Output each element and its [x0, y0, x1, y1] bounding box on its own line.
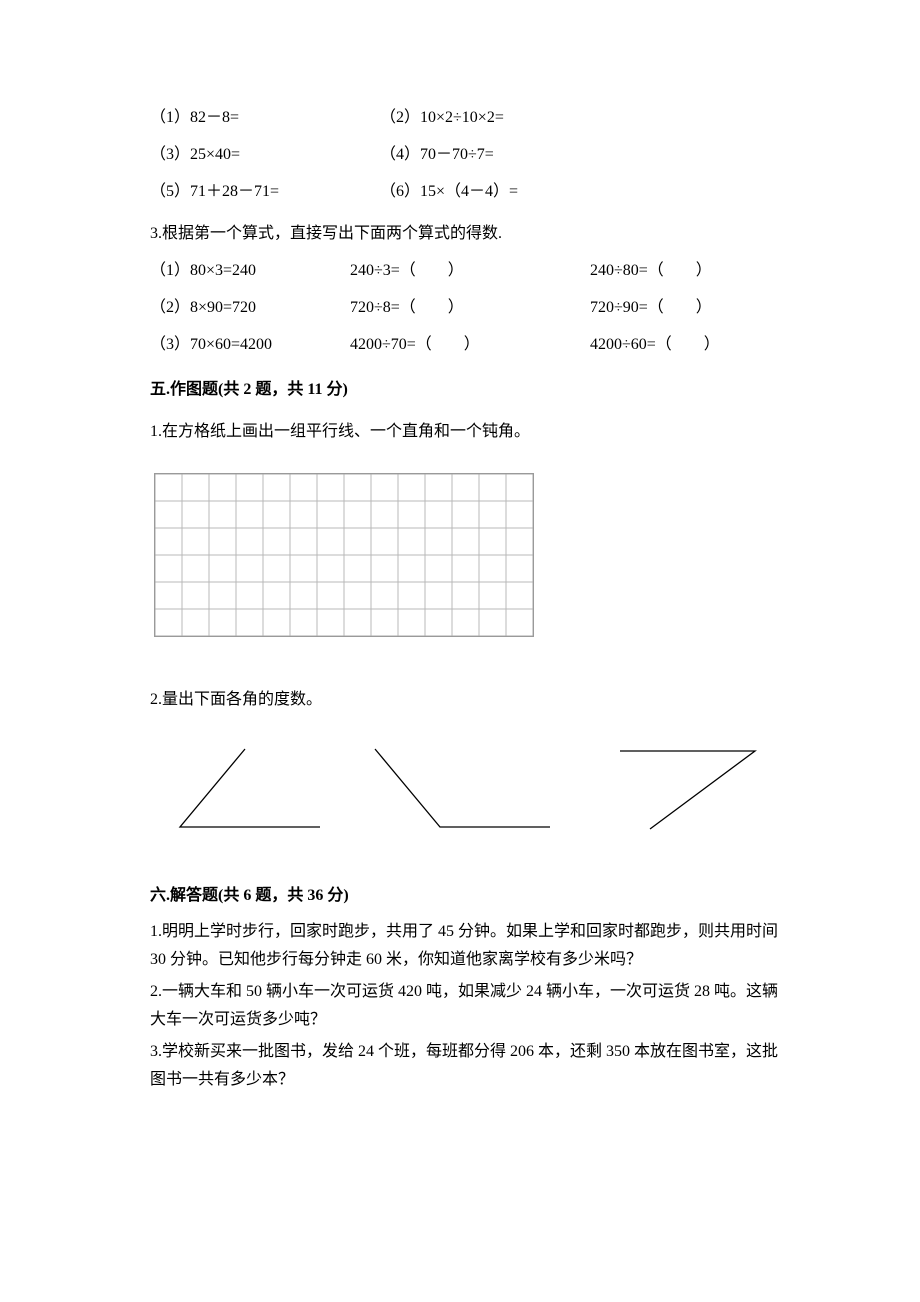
calc-1: （1）82－8=	[150, 100, 380, 137]
section-5-q2: 2.量出下面各角的度数。	[150, 682, 780, 719]
q3-row-3: （3）70×60=4200 4200÷70=（ ） 4200÷60=（ ）	[150, 327, 780, 364]
q3-row-1: （1）80×3=240 240÷3=（ ） 240÷80=（ ）	[150, 253, 780, 290]
calc-2: （2）10×2÷10×2=	[380, 100, 504, 137]
q3-2a: （2）8×90=720	[150, 290, 350, 327]
section-5-heading: 五.作图题(共 2 题，共 11 分)	[150, 372, 780, 409]
calc-4: （4）70－70÷7=	[380, 137, 494, 174]
q3-1b: 240÷3=（ ）	[350, 253, 590, 290]
calc-5: （5）71＋28－71=	[150, 174, 380, 211]
section-6-q1: 1.明明上学时步行，回家时跑步，共用了 45 分钟。如果上学和回家时都跑步，则共…	[150, 918, 780, 974]
calc-6: （6）15×（4－4）=	[380, 174, 518, 211]
section-6-q3: 3.学校新买来一批图书，发给 24 个班，每班都分得 206 本，还剩 350 …	[150, 1038, 780, 1094]
grid-svg	[154, 473, 534, 637]
page: （1）82－8= （2）10×2÷10×2= （3）25×40= （4）70－7…	[0, 0, 920, 1154]
q3-2b: 720÷8=（ ）	[350, 290, 590, 327]
q3-3b: 4200÷70=（ ）	[350, 327, 590, 364]
angles-svg	[150, 739, 770, 839]
grid-figure	[154, 473, 780, 652]
section-5-q1: 1.在方格纸上画出一组平行线、一个直角和一个钝角。	[150, 414, 780, 451]
q3-1c: 240÷80=（ ）	[590, 253, 780, 290]
q3-3c: 4200÷60=（ ）	[590, 327, 780, 364]
angles-figure	[150, 739, 780, 854]
calc-row-3: （5）71＋28－71= （6）15×（4－4）=	[150, 174, 780, 211]
q3-3a: （3）70×60=4200	[150, 327, 350, 364]
section-6-heading: 六.解答题(共 6 题，共 36 分)	[150, 878, 780, 915]
calc-3: （3）25×40=	[150, 137, 380, 174]
q3-1a: （1）80×3=240	[150, 253, 350, 290]
q3-row-2: （2）8×90=720 720÷8=（ ） 720÷90=（ ）	[150, 290, 780, 327]
calc-row-1: （1）82－8= （2）10×2÷10×2=	[150, 100, 780, 137]
q3-intro: 3.根据第一个算式，直接写出下面两个算式的得数.	[150, 216, 780, 253]
section-6-q2: 2.一辆大车和 50 辆小车一次可运货 420 吨，如果减少 24 辆小车，一次…	[150, 978, 780, 1034]
q3-2c: 720÷90=（ ）	[590, 290, 780, 327]
calc-row-2: （3）25×40= （4）70－70÷7=	[150, 137, 780, 174]
